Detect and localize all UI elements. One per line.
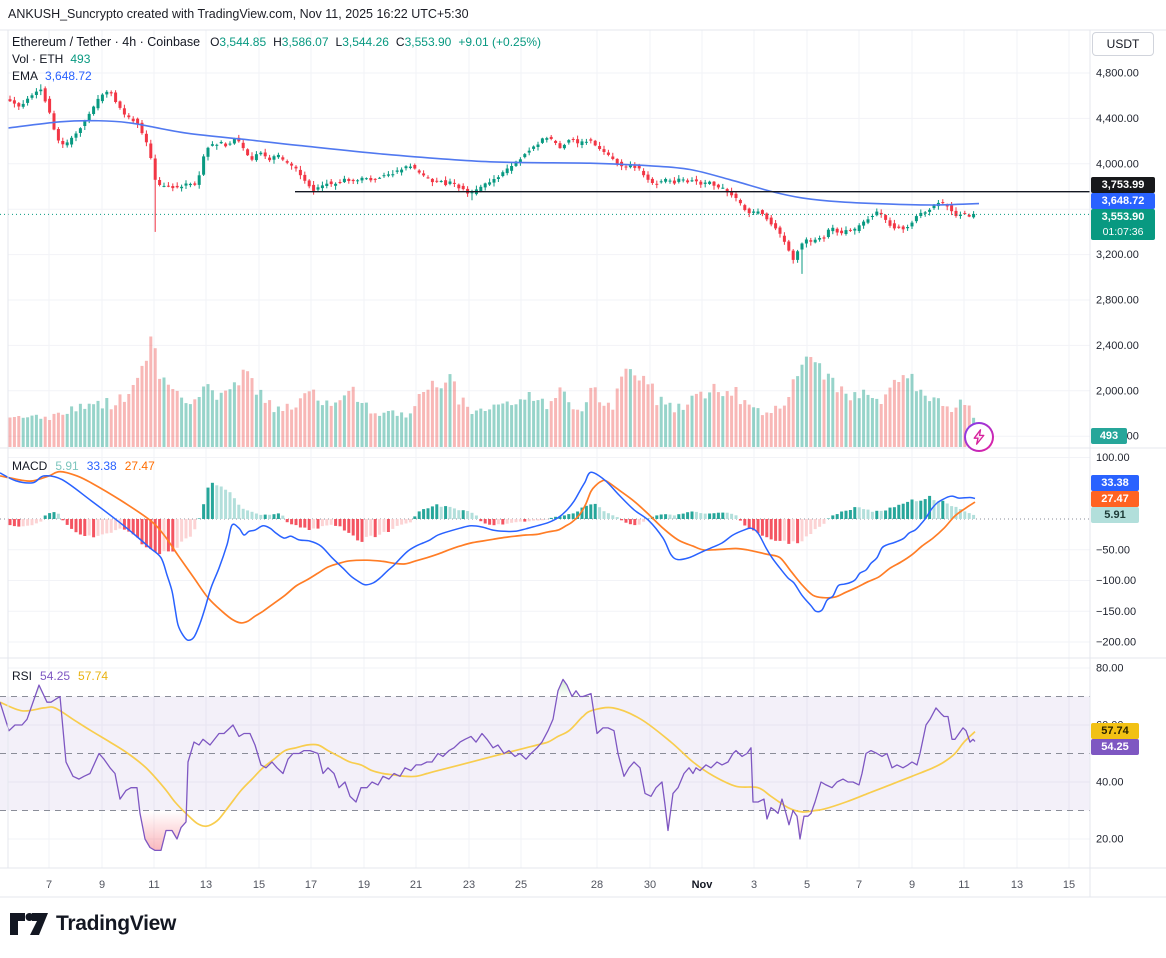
tradingview-logo: TradingView xyxy=(10,911,176,937)
currency-toggle-button[interactable]: USDT xyxy=(1092,32,1154,56)
date-axis-label: 7 xyxy=(856,879,862,891)
price-axis-label: 3,200.00 xyxy=(1096,249,1139,261)
price-axis-label: −200.00 xyxy=(1096,637,1136,649)
price-axis-label: 2,400.00 xyxy=(1096,340,1139,352)
low-value: 3,544.26 xyxy=(342,35,389,49)
macd-signal-badge: 27.47 xyxy=(1091,491,1139,507)
rsi-ma-value: 57.74 xyxy=(78,669,109,683)
date-axis-label: 17 xyxy=(305,879,317,891)
gridlines xyxy=(8,30,1090,868)
price-axis-label: 40.00 xyxy=(1096,777,1124,789)
rsi-band xyxy=(0,696,1090,811)
ema-price-badge: 3,648.72 xyxy=(1091,193,1155,209)
price-axis-label: 20.00 xyxy=(1096,834,1124,846)
rsi-ma-badge: 57.74 xyxy=(1091,723,1139,739)
date-axis-label: 19 xyxy=(358,879,370,891)
macd-signal-value: 27.47 xyxy=(124,459,155,473)
macd-pane xyxy=(0,470,1090,642)
price-axis-label: 80.00 xyxy=(1096,663,1124,675)
ema-line xyxy=(7,119,980,206)
symbol-legend[interactable]: Ethereum / Tether · 4h · Coinbase O3,544.… xyxy=(12,35,541,49)
macd-title: MACD xyxy=(12,459,48,473)
price-axis-label: 2,000.00 xyxy=(1096,385,1139,397)
change-value: +9.01 (+0.25%) xyxy=(458,35,542,49)
tradingview-mark-icon xyxy=(10,913,48,935)
date-axis-label: 25 xyxy=(515,879,527,891)
macd-hist-badge: 5.91 xyxy=(1091,507,1139,523)
high-value: 3,586.07 xyxy=(281,35,329,49)
price-axis-label: −150.00 xyxy=(1096,606,1136,618)
symbol-title: Ethereum / Tether · 4h · Coinbase xyxy=(12,35,201,49)
date-axis-label: 15 xyxy=(253,879,265,891)
price-axis-label: 100.00 xyxy=(1096,452,1130,464)
price-axis-label: 2,800.00 xyxy=(1096,295,1139,307)
ema-legend[interactable]: EMA 3,648.72 xyxy=(12,69,92,83)
date-axis-label: 3 xyxy=(751,879,757,891)
last-price-badge: 3,553.90 01:07:36 xyxy=(1091,209,1155,240)
macd-hist-value: 5.91 xyxy=(55,459,79,473)
date-axis-label: 9 xyxy=(99,879,105,891)
date-axis-label: 11 xyxy=(148,879,159,891)
attribution-bar: ANKUSH_Suncrypto created with TradingVie… xyxy=(8,7,469,21)
date-axis-label: Nov xyxy=(692,879,714,891)
macd-badge: 33.38 xyxy=(1091,475,1139,491)
rsi-title: RSI xyxy=(12,669,33,683)
open-value: 3,544.85 xyxy=(219,35,267,49)
date-axis-label: 23 xyxy=(463,879,475,891)
volume-series xyxy=(8,336,976,447)
date-axis-label: 28 xyxy=(591,879,603,891)
rsi-legend[interactable]: RSI 54.25 57.74 xyxy=(12,669,108,683)
bar-countdown: 01:07:36 xyxy=(1102,226,1144,238)
date-axis[interactable]: 7 9 11 13 15 17 19 21 23 25 28 30 Nov 3 5 7 9 11 13 15 xyxy=(46,879,1075,891)
rsi-badge: 54.25 xyxy=(1091,739,1139,755)
price-axis-label: −50.00 xyxy=(1096,544,1130,556)
close-label: C xyxy=(395,35,405,49)
rsi-pane xyxy=(0,678,976,852)
tradingview-wordmark: TradingView xyxy=(56,912,177,935)
date-axis-label: 9 xyxy=(909,879,915,891)
macd-legend[interactable]: MACD 5.91 33.38 27.47 xyxy=(12,459,155,473)
open-label: O xyxy=(210,35,220,49)
price-axis-label: −100.00 xyxy=(1096,575,1136,587)
date-axis-label: 21 xyxy=(410,879,422,891)
date-axis-label: 13 xyxy=(1011,879,1023,891)
date-axis-label: 7 xyxy=(46,879,52,891)
date-axis-label: 15 xyxy=(1063,879,1075,891)
volume-label: Vol · ETH xyxy=(12,52,64,66)
price-level-lines xyxy=(0,191,1090,215)
high-label: H xyxy=(273,35,282,49)
volume-badge: 493 xyxy=(1091,428,1127,444)
price-level-badge: 3,753.99 xyxy=(1091,177,1155,193)
price-axis-label: 4,000.00 xyxy=(1096,158,1139,170)
ema-label: EMA xyxy=(12,69,39,83)
macd-line-value: 33.38 xyxy=(86,459,117,473)
price-axis-label: 4,800.00 xyxy=(1096,68,1139,80)
date-axis-label: 30 xyxy=(644,879,656,891)
rsi-value: 54.25 xyxy=(40,669,71,683)
volume-legend[interactable]: Vol · ETH 493 xyxy=(12,52,90,66)
price-axis-label: 4,400.00 xyxy=(1096,113,1139,125)
flash-reaction-button[interactable] xyxy=(964,422,994,452)
close-value: 3,553.90 xyxy=(404,35,452,49)
lightning-icon xyxy=(973,429,985,445)
ema-value: 3,648.72 xyxy=(45,69,92,83)
candlestick-series xyxy=(8,84,976,274)
volume-value: 493 xyxy=(70,52,91,66)
low-label: L xyxy=(335,35,343,49)
last-price-value: 3,553.90 xyxy=(1101,211,1145,223)
date-axis-label: 11 xyxy=(958,879,969,891)
date-axis-label: 13 xyxy=(200,879,212,891)
date-axis-label: 5 xyxy=(804,879,810,891)
